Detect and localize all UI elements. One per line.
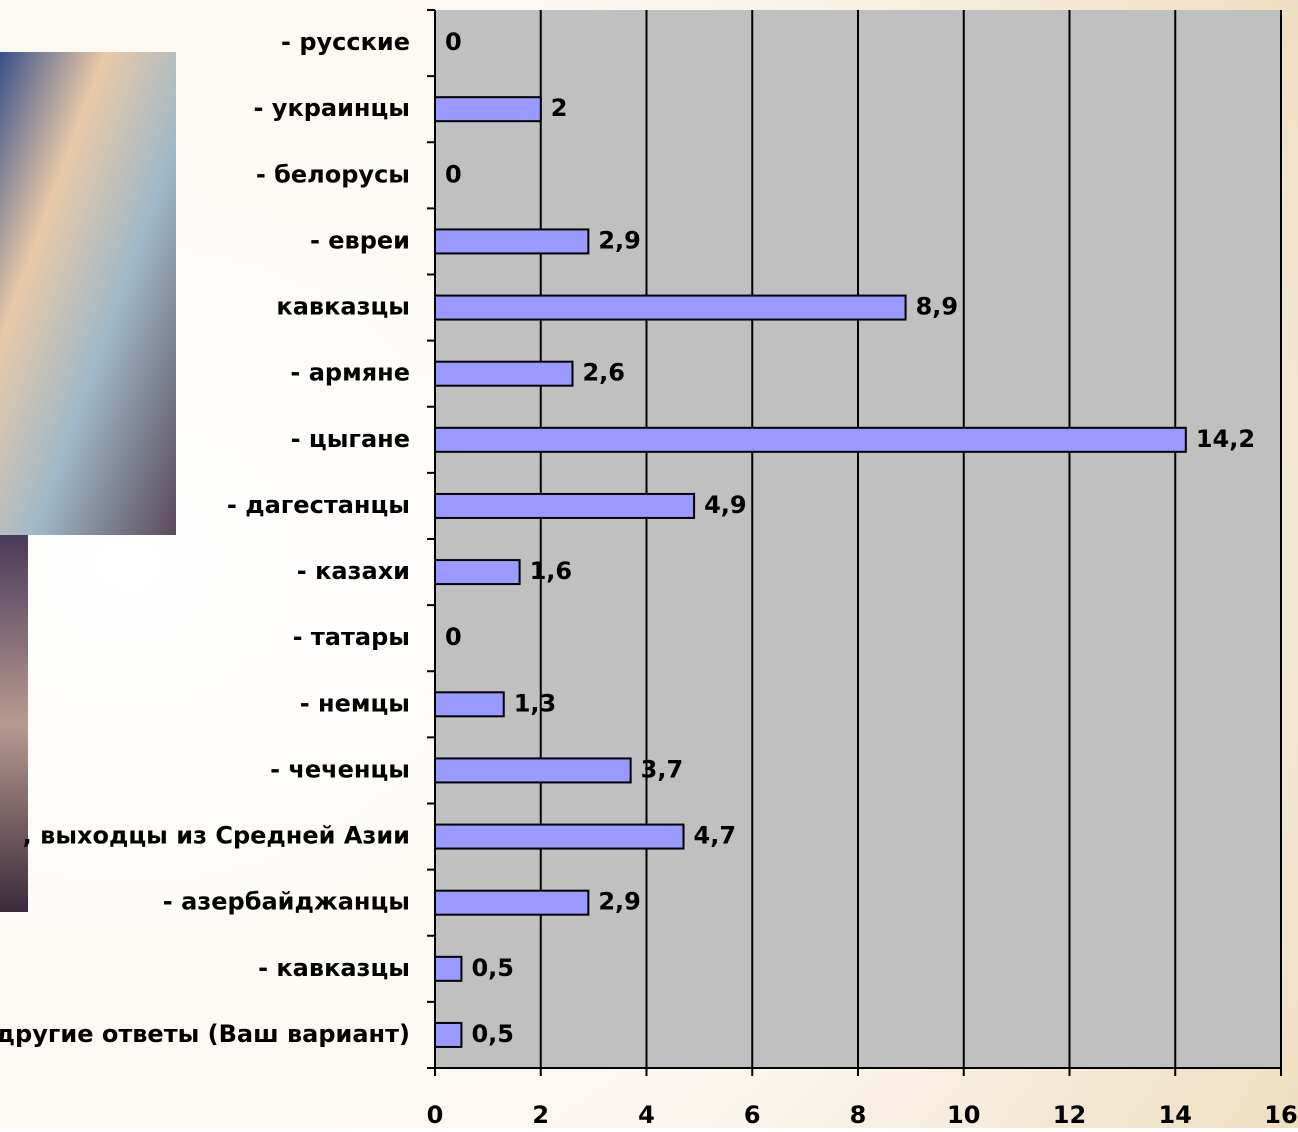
y-tick-label: - цыгане	[291, 425, 410, 453]
value-label: 4,7	[694, 822, 737, 850]
bar	[434, 426, 1187, 453]
value-label: 8,9	[916, 293, 959, 321]
value-label: 0,5	[471, 954, 514, 982]
bar	[434, 228, 590, 255]
x-tick-label: 8	[850, 1101, 867, 1128]
bar	[434, 955, 463, 982]
y-tick-label: - дагестанцы	[227, 491, 410, 519]
value-label: 0,5	[471, 1020, 514, 1048]
x-tick-label: 2	[532, 1101, 549, 1128]
value-label: 2	[551, 94, 568, 122]
y-tick-label: - армяне	[290, 359, 410, 387]
bar	[434, 294, 907, 321]
value-label: 14,2	[1196, 425, 1255, 453]
bar	[434, 1021, 463, 1048]
x-tick-label: 16	[1264, 1101, 1297, 1128]
value-label: 4,9	[704, 491, 747, 519]
value-label: 3,7	[641, 755, 684, 783]
value-label: 1,6	[530, 557, 573, 585]
bar	[434, 823, 685, 850]
x-tick-label: 0	[427, 1101, 444, 1128]
value-label: 0	[445, 28, 462, 56]
bar	[434, 96, 542, 123]
photo	[0, 52, 176, 535]
y-tick-label: , выходцы из Средней Азии	[23, 822, 410, 850]
value-label: 1,3	[514, 689, 557, 717]
bar	[434, 492, 696, 519]
y-tick-label: - евреи	[310, 226, 410, 254]
x-tick-label: 6	[744, 1101, 761, 1128]
y-tick-label: - русские	[281, 28, 410, 56]
x-tick-label: 10	[947, 1101, 980, 1128]
value-label: 2,9	[598, 226, 641, 254]
y-tick-label: - казахи	[297, 557, 410, 585]
y-tick-label: - другие ответы (Ваш вариант)	[0, 1020, 410, 1048]
value-label: 0	[445, 623, 462, 651]
y-tick-label: - немцы	[300, 689, 410, 717]
x-tick-label: 14	[1159, 1101, 1192, 1128]
y-tick-label: - татары	[293, 623, 410, 651]
y-tick-label: - чеченцы	[270, 755, 410, 783]
x-tick-label: 12	[1053, 1101, 1086, 1128]
bar	[434, 889, 590, 916]
x-tick-label: 4	[638, 1101, 655, 1128]
y-tick-label: - азербайджанцы	[163, 888, 410, 916]
value-label: 2,6	[582, 359, 625, 387]
value-label: 2,9	[598, 888, 641, 916]
bar	[434, 360, 574, 387]
value-label: 0	[445, 160, 462, 188]
bar	[434, 691, 505, 718]
photo	[0, 535, 28, 912]
bar	[434, 559, 521, 586]
y-tick-label: - украинцы	[253, 94, 410, 122]
y-tick-label: кавказцы	[276, 293, 410, 321]
y-tick-label: - кавказцы	[258, 954, 410, 982]
bar	[434, 757, 632, 784]
y-tick-label: - белорусы	[256, 160, 410, 188]
